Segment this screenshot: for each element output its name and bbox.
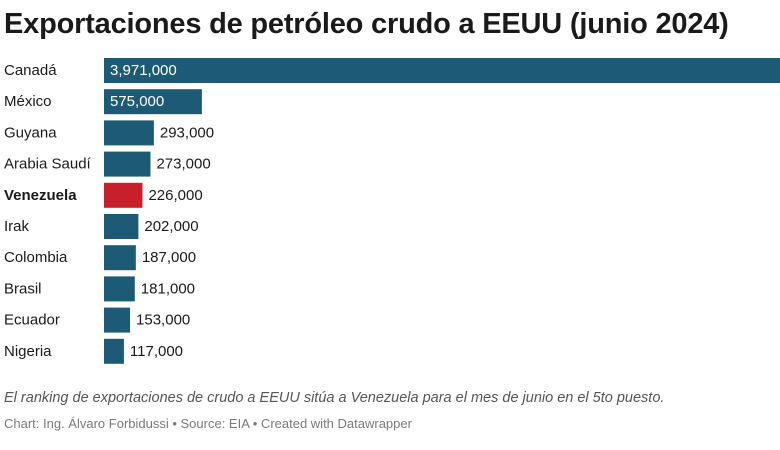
category-label-arabia-saudi: Arabia Saudí: [4, 156, 92, 173]
category-label-irak: Irak: [4, 218, 30, 235]
category-label-brasil: Brasil: [4, 280, 42, 297]
category-label-venezuela: Venezuela: [4, 187, 77, 204]
value-label-ecuador: 153,000: [136, 312, 190, 329]
category-label-nigeria: Nigeria: [4, 343, 52, 360]
value-label-canada: 3,971,000: [110, 62, 177, 79]
value-label-irak: 202,000: [144, 218, 198, 235]
bar-canada: [104, 58, 780, 83]
bar-brasil: [104, 276, 135, 302]
chart-note: El ranking de exportaciones de crudo a E…: [4, 390, 665, 406]
chart-footer: Chart: Ing. Álvaro Forbidussi • Source: …: [4, 416, 412, 431]
category-label-mexico: México: [4, 93, 52, 110]
value-label-guyana: 293,000: [160, 124, 214, 141]
value-label-colombia: 187,000: [142, 249, 196, 266]
bar-ecuador: [104, 307, 131, 333]
category-label-canada: Canadá: [4, 62, 57, 79]
category-label-colombia: Colombia: [4, 249, 68, 266]
value-label-mexico: 575,000: [110, 93, 164, 110]
bar-mexico: [104, 89, 202, 115]
bar-venezuela: [104, 182, 143, 208]
value-label-brasil: 181,000: [141, 280, 195, 297]
value-label-nigeria: 117,000: [130, 343, 183, 360]
bar-chart: Canadá 3,971,000 México 575,000 Guyana 293,00…: [4, 58, 780, 364]
category-label-guyana: Guyana: [4, 124, 57, 141]
chart-title: Exportaciones de petróleo crudo a EEUU (…: [4, 8, 729, 40]
value-label-venezuela: 226,000: [148, 187, 202, 204]
bar-nigeria: [104, 338, 124, 364]
bar-arabia-saudi: [104, 151, 151, 177]
bar-guyana: [104, 120, 154, 146]
bar-colombia: [104, 245, 136, 271]
bar-irak: [104, 214, 139, 239]
value-label-arabia-saudi: 273,000: [156, 156, 210, 173]
category-label-ecuador: Ecuador: [4, 312, 60, 329]
